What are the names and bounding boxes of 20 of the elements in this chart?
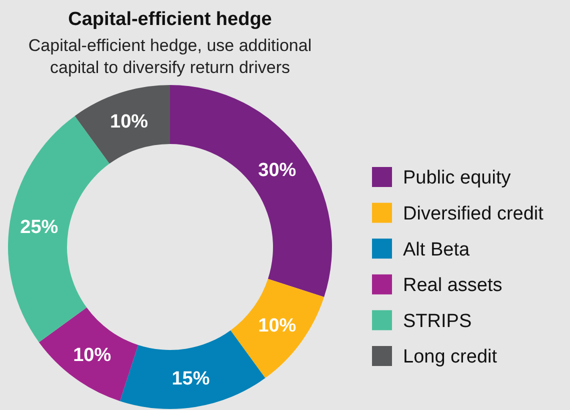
legend-label: Real assets [403,275,502,296]
legend-label: Long credit [403,346,498,368]
chart-subtitle: Capital-efficient hedge, use additional capital to diversify return drivers [28,36,312,77]
chart-title: Capital-efficient hedge [68,9,272,30]
donut-slice [170,85,332,298]
data-label: 15% [172,368,210,390]
donut-slice [120,330,266,409]
donut-slice [8,116,110,342]
legend-label: STRIPS [403,310,472,332]
donut-slice [74,85,170,164]
legend-label: Diversified credit [403,203,544,224]
data-label: 10% [73,344,112,366]
donut-slice [38,308,138,402]
legend-label: Public equity [403,168,512,189]
data-label: 25% [20,216,58,238]
donut-slice [230,278,324,378]
data-label: 10% [258,316,296,337]
data-label: 10% [110,112,148,133]
legend-label: Alt Beta [403,239,470,260]
data-label: 30% [258,160,296,181]
